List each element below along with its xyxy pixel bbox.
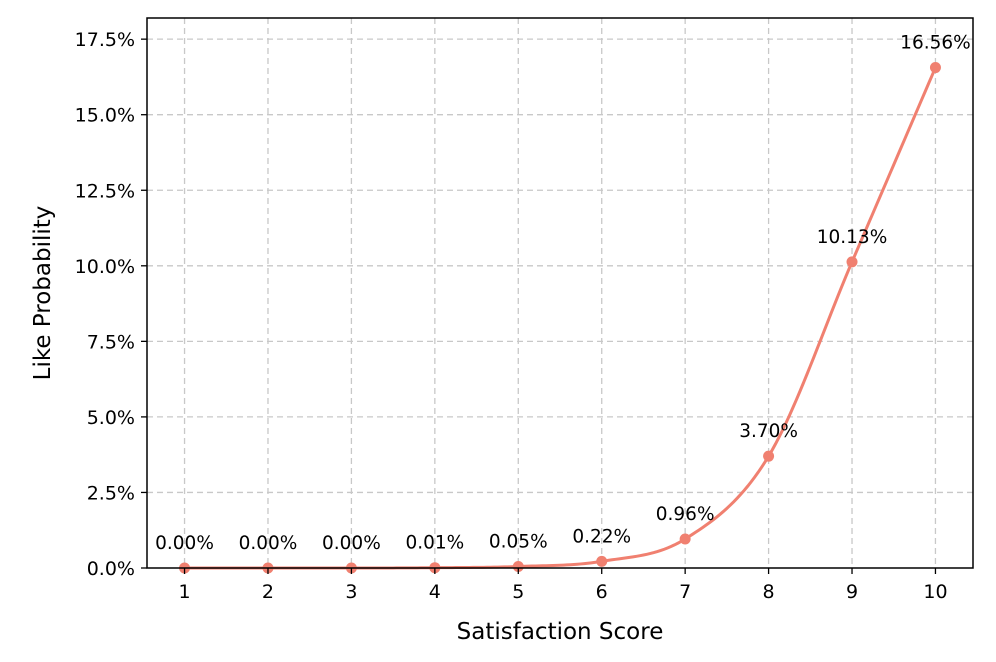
y-tick-label: 15.0% — [75, 105, 135, 127]
y-tick-label: 2.5% — [87, 482, 135, 504]
data-label: 0.22% — [572, 526, 631, 547]
x-tick-label: 2 — [262, 581, 274, 603]
data-label: 0.96% — [656, 504, 715, 525]
y-tick-label: 12.5% — [75, 180, 135, 202]
y-tick-label: 17.5% — [75, 29, 135, 51]
data-label: 10.13% — [817, 227, 888, 248]
y-axis-ticks: 0.0% 2.5% 5.0% 7.5% 10.0% 12.5% 15.0% 17.5% — [75, 29, 147, 580]
data-label: 0.00% — [239, 533, 298, 554]
x-tick-label: 6 — [596, 581, 608, 603]
data-point — [846, 256, 858, 268]
data-label: 3.70% — [739, 421, 798, 442]
y-tick-label: 7.5% — [87, 331, 135, 353]
data-label: 16.56% — [900, 33, 971, 54]
data-label: 0.05% — [489, 531, 548, 552]
y-tick-label: 10.0% — [75, 256, 135, 278]
x-axis-ticks: 1 2 3 4 5 6 7 8 9 10 — [178, 568, 948, 603]
x-tick-label: 3 — [345, 581, 357, 603]
data-point — [596, 555, 608, 567]
x-tick-label: 7 — [679, 581, 691, 603]
x-tick-label: 8 — [763, 581, 775, 603]
grid-lines — [147, 18, 973, 568]
x-tick-label: 10 — [923, 581, 947, 603]
data-label: 0.00% — [322, 533, 381, 554]
data-point — [679, 533, 691, 545]
x-tick-label: 4 — [429, 581, 441, 603]
data-point — [929, 62, 941, 74]
data-label: 0.01% — [405, 533, 464, 554]
x-axis-title: Satisfaction Score — [457, 619, 664, 645]
y-tick-label: 5.0% — [87, 407, 135, 429]
data-point — [512, 560, 524, 572]
x-tick-label: 9 — [846, 581, 858, 603]
data-points — [179, 62, 941, 574]
x-tick-label: 1 — [178, 581, 190, 603]
data-labels: 0.00% 0.00% 0.00% 0.01% 0.05% 0.22% 0.96% 3.70%… — [155, 33, 971, 554]
y-tick-label: 0.0% — [87, 558, 135, 580]
data-label: 0.00% — [155, 533, 214, 554]
x-tick-label: 5 — [512, 581, 524, 603]
data-point — [763, 450, 775, 462]
y-axis-title: Like Probability — [30, 206, 56, 381]
plot-area — [146, 17, 974, 569]
